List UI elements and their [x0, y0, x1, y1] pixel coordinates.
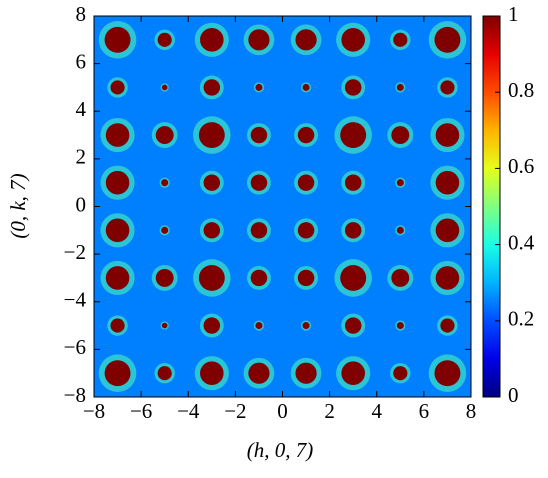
spot: [391, 268, 410, 287]
spot: [295, 29, 317, 51]
y-axis-label: (0, k, 7): [6, 173, 30, 238]
x-tick-label: 2: [324, 399, 335, 423]
colorbar: [482, 15, 501, 398]
spot: [396, 179, 404, 187]
spot: [104, 26, 131, 53]
y-tick-label: −8: [64, 383, 86, 407]
colorbar-tick-label: 1: [508, 2, 519, 26]
spot: [105, 123, 130, 147]
spot: [435, 266, 460, 290]
spot: [203, 222, 221, 239]
spot: [157, 366, 172, 381]
spot: [391, 126, 410, 145]
x-tick-label: −6: [130, 399, 152, 423]
y-tick-label: 4: [76, 97, 87, 121]
spot: [302, 322, 310, 330]
spot: [435, 218, 460, 243]
spot: [110, 80, 125, 95]
spot: [341, 361, 365, 385]
spot: [396, 226, 404, 234]
spot: [161, 84, 168, 91]
spot: [255, 83, 263, 91]
spot: [250, 174, 268, 191]
spot: [161, 226, 169, 234]
spot: [161, 322, 168, 329]
spot: [434, 26, 461, 53]
x-axis-label: (h, 0, 7): [247, 438, 314, 462]
spot: [297, 269, 315, 287]
spot: [344, 174, 362, 191]
spot: [105, 170, 130, 195]
spot: [203, 79, 221, 96]
y-tick-label: 6: [76, 49, 87, 73]
spot: [104, 360, 131, 387]
spot: [393, 366, 408, 381]
colorbar-tick-label: 0: [508, 383, 519, 407]
spot: [200, 28, 224, 52]
spot: [297, 222, 315, 239]
spot: [435, 123, 460, 147]
spot: [250, 126, 268, 144]
spot: [105, 266, 130, 290]
colorbar-tick-label: 0.2: [508, 307, 534, 331]
x-tick-label: 0: [277, 399, 288, 423]
x-tick-label: 4: [372, 399, 383, 423]
spot: [440, 318, 455, 333]
spot: [110, 318, 125, 333]
y-tick-label: −2: [64, 240, 86, 264]
spot: [155, 268, 174, 287]
y-tick-label: 0: [76, 192, 87, 216]
spot: [344, 79, 362, 96]
spot: [248, 29, 270, 51]
spot: [340, 264, 367, 291]
x-tick-label: 8: [466, 399, 477, 423]
spot: [255, 322, 263, 330]
spot: [396, 322, 404, 330]
spot: [302, 83, 310, 91]
y-tick-label: 2: [76, 145, 87, 169]
spot: [341, 28, 365, 52]
colorbar-tick-label: 0.4: [508, 230, 535, 254]
spot: [200, 361, 224, 385]
spot: [435, 170, 460, 195]
x-tick-label: 6: [419, 399, 430, 423]
spot: [250, 269, 268, 287]
spot: [155, 126, 174, 145]
spot: [248, 362, 270, 384]
spot: [440, 80, 455, 95]
spot: [434, 360, 461, 387]
spot: [396, 83, 404, 91]
spot: [344, 317, 362, 334]
spot: [340, 122, 367, 149]
spot: [157, 32, 172, 47]
spot: [297, 174, 315, 191]
colorbar-tick-label: 0.8: [508, 78, 534, 102]
x-tick-label: −4: [177, 399, 200, 423]
spot: [203, 317, 221, 334]
x-tick-label: −2: [224, 399, 246, 423]
spot: [295, 362, 317, 384]
y-tick-label: 8: [76, 2, 87, 26]
y-tick-label: −6: [64, 335, 86, 359]
spot: [203, 174, 221, 191]
x-tick-label: −8: [83, 399, 105, 423]
spot: [198, 122, 225, 149]
spot: [250, 222, 268, 239]
y-tick-label: −4: [64, 288, 87, 312]
spot: [198, 264, 225, 291]
spot: [161, 179, 169, 187]
spot: [105, 218, 130, 243]
spot: [297, 126, 315, 144]
spot: [393, 32, 408, 47]
spot: [344, 222, 362, 239]
colorbar-tick-label: 0.6: [508, 154, 534, 178]
heatmap-background: [94, 16, 471, 397]
